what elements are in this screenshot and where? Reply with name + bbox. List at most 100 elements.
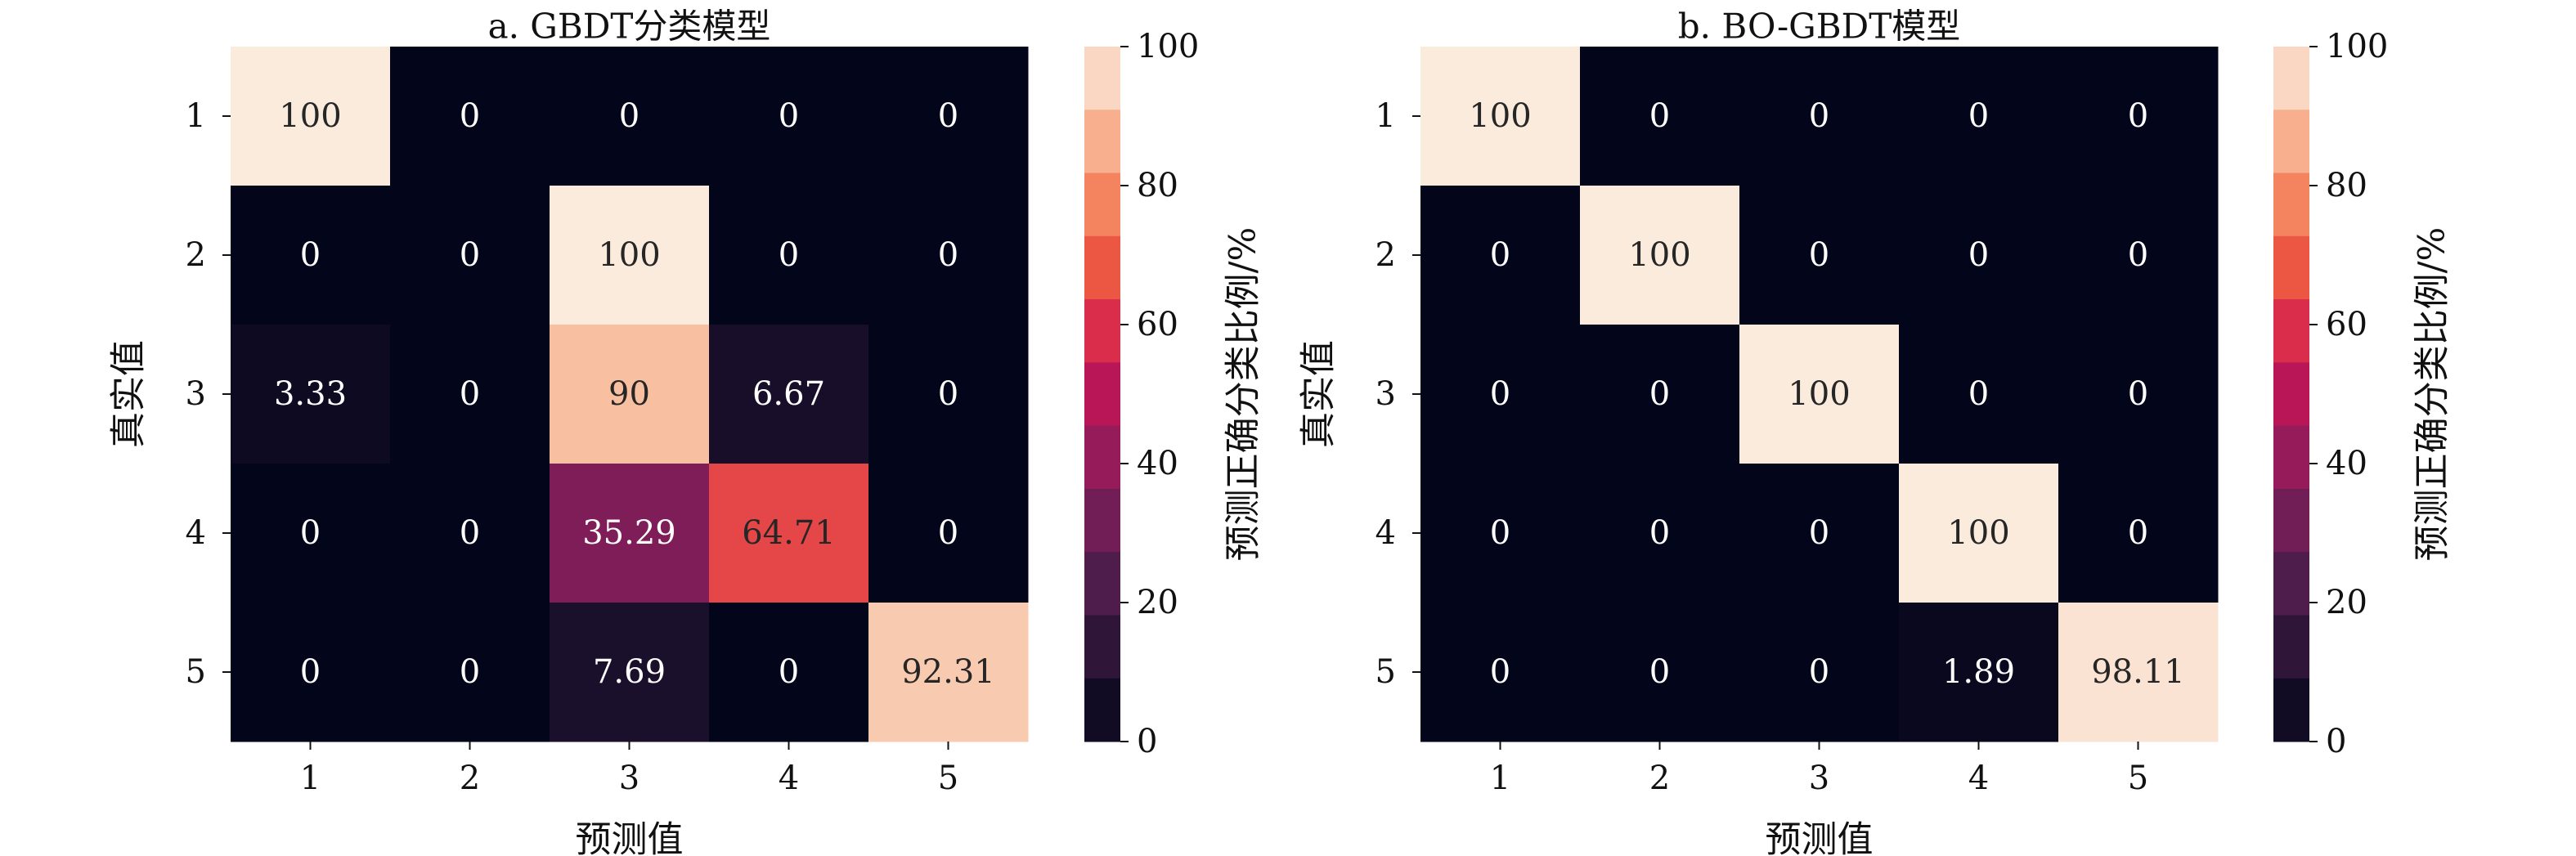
chart-title: a. GBDT分类模型 [488, 7, 771, 47]
cell-value-label: 0 [1809, 97, 1829, 135]
heatmap-cell [1899, 47, 2059, 186]
heatmap-cell [868, 47, 1029, 186]
cell-value-label: 1.89 [1942, 653, 2015, 691]
cell-value-label: 0 [460, 653, 480, 691]
heatmap-cell [231, 47, 391, 186]
cell-value-label: 98.11 [2091, 653, 2185, 691]
y-tick-label: 1 [186, 97, 206, 135]
heatmap-cell [550, 186, 710, 325]
y-tick-label: 4 [1376, 514, 1396, 552]
heatmap-cell [1739, 47, 1900, 186]
heatmap-cell [2058, 325, 2219, 464]
colorbar-band [1084, 235, 1120, 300]
cell-value-label: 90 [608, 375, 650, 413]
heatmap-cell [390, 603, 550, 742]
colorbar-band [1084, 552, 1120, 616]
y-tick-label: 4 [186, 514, 206, 552]
colorbar-band [2273, 678, 2309, 742]
cell-value-label: 100 [1628, 236, 1690, 274]
cell-value-label: 3.33 [274, 375, 347, 413]
cell-value-label: 0 [1649, 653, 1670, 691]
cell-value-label: 0 [1649, 514, 1670, 552]
colorbar-tick-label: 100 [1137, 28, 1199, 65]
cell-value-label: 0 [619, 97, 640, 135]
colorbar-band [2273, 488, 2309, 553]
x-tick-label: 4 [1968, 760, 1989, 797]
heatmap-cell [709, 603, 869, 742]
x-tick-label: 5 [938, 760, 958, 797]
heatmap-panel-b: 100 0 0 0 0 0 100 0 0 0 0 0 100 0 0 0 0 0 100 0 0 0 0 1.89 98.11… [1298, 7, 2453, 856]
cell-value-label: 100 [1469, 97, 1531, 135]
x-tick-label: 3 [1809, 760, 1829, 797]
cell-value-label: 100 [279, 97, 341, 135]
cell-value-label: 0 [1968, 375, 1989, 413]
y-tick-label: 3 [1376, 375, 1396, 413]
cell-value-label: 0 [938, 97, 958, 135]
y-tick-label: 3 [186, 375, 206, 413]
heatmap-cell [231, 603, 391, 742]
cell-value-label: 0 [2128, 97, 2148, 135]
y-tick-label: 5 [1376, 653, 1396, 691]
y-tick-label: 5 [186, 653, 206, 691]
heatmap-cell [1420, 603, 1581, 742]
colorbar-band [2273, 235, 2309, 300]
x-tick-label: 4 [779, 760, 799, 797]
cell-value-label: 92.31 [901, 653, 995, 691]
heatmap-cell [390, 186, 550, 325]
cell-value-label: 0 [1809, 236, 1829, 274]
heatmap-cell [1739, 603, 1900, 742]
cell-value-label: 0 [938, 514, 958, 552]
heatmap-cell [709, 325, 869, 464]
cell-value-label: 0 [779, 653, 799, 691]
y-axis-label: 真实值 [1298, 340, 1340, 448]
cell-value-label: 0 [1968, 236, 1989, 274]
y-tick-label: 1 [1376, 97, 1396, 135]
heatmap-cell [1420, 325, 1581, 464]
cell-value-label: 0 [1809, 653, 1829, 691]
colorbar-band [1084, 110, 1120, 174]
colorbar-band [1084, 299, 1120, 363]
colorbar-tick-label: 40 [2326, 445, 2367, 482]
heatmap-cell [1899, 603, 2059, 742]
heatmap-cell [1420, 464, 1581, 603]
cell-value-label: 0 [779, 236, 799, 274]
heatmap-cell [2058, 186, 2219, 325]
heatmap-cell [1420, 186, 1581, 325]
colorbar-band [2273, 110, 2309, 174]
heatmap-cell [1580, 325, 1740, 464]
colorbar-band [1084, 47, 1120, 110]
heatmap-cell [1739, 464, 1900, 603]
colorbar-band [2273, 47, 2309, 110]
cell-value-label: 64.71 [742, 514, 836, 552]
y-axis-label: 真实值 [108, 340, 150, 448]
heatmap-cell [2058, 603, 2219, 742]
x-axis-label: 预测值 [1766, 819, 1874, 856]
heatmap-cell [1739, 325, 1900, 464]
cell-value-label: 0 [2128, 514, 2148, 552]
heatmap-cell [390, 464, 550, 603]
cell-value-label: 0 [2128, 375, 2148, 413]
heatmap-cell [709, 47, 869, 186]
heatmap-cell [550, 464, 710, 603]
cell-value-label: 0 [460, 97, 480, 135]
cell-value-label: 0 [460, 236, 480, 274]
colorbar-tick-label: 60 [2326, 306, 2367, 343]
cell-value-label: 0 [460, 514, 480, 552]
heatmap-cell [868, 464, 1029, 603]
heatmap-cell [550, 325, 710, 464]
x-tick-label: 1 [1490, 760, 1510, 797]
x-tick-label: 2 [460, 760, 480, 797]
heatmap-cell [709, 464, 869, 603]
cell-value-label: 0 [1649, 97, 1670, 135]
colorbar-label: 预测正确分类比例/% [1223, 227, 1264, 562]
colorbar-tick-label: 40 [1137, 445, 1178, 482]
cell-value-label: 0 [1490, 514, 1510, 552]
heatmap-cell [550, 603, 710, 742]
cell-value-label: 0 [300, 236, 321, 274]
heatmap-cell [231, 186, 391, 325]
colorbar-band [2273, 552, 2309, 616]
cell-value-label: 0 [1490, 653, 1510, 691]
heatmap-cell [2058, 464, 2219, 603]
heatmap-cell [1899, 464, 2059, 603]
